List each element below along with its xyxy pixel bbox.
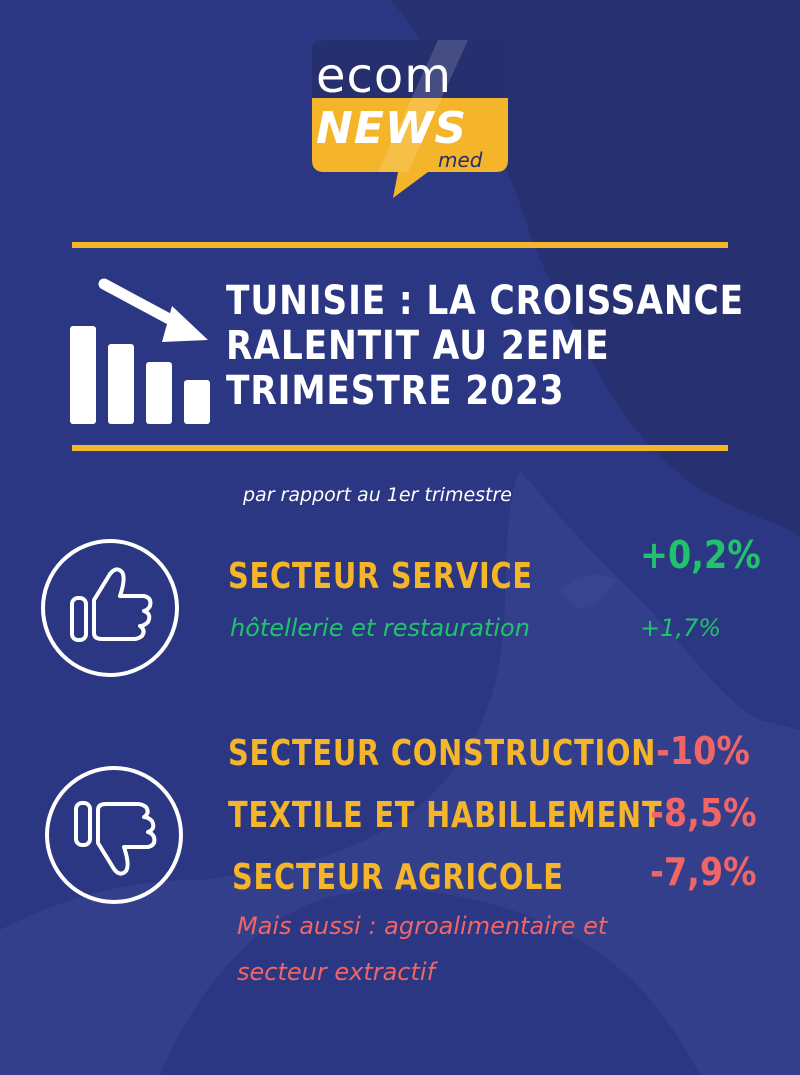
thumbs-down-icon <box>45 766 183 904</box>
logo-word-med: med <box>438 148 483 172</box>
thumbs-up-icon <box>41 539 179 677</box>
headline-line-2: RALENTIT AU 2EME <box>226 323 610 369</box>
subsector-label: hôtellerie et restauration <box>230 614 530 642</box>
note-line-1: Mais aussi : agroalimentaire et <box>237 912 608 940</box>
sector-service-label: SECTEUR SERVICE <box>228 556 533 597</box>
title-top-divider <box>72 242 728 248</box>
headline-line-1: TUNISIE : LA CROISSANCE <box>226 278 745 324</box>
ecom-news-med-logo: ecom NEWS med <box>298 40 510 200</box>
subtitle: par rapport au 1er trimestre <box>243 484 512 506</box>
sector-agricole-value: -7,9% <box>650 850 757 894</box>
subsector-value: +1,7% <box>640 614 722 642</box>
sector-textile-label: TEXTILE ET HABILLEMENT <box>228 795 663 836</box>
logo-word-news: NEWS <box>316 103 468 154</box>
declining-chart-icon <box>70 278 210 424</box>
logo-word-ecom: ecom <box>316 48 453 104</box>
headline-line-3: TRIMESTRE 2023 <box>226 368 565 414</box>
sector-textile-value: -8,5% <box>650 791 757 835</box>
sector-construction-label: SECTEUR CONSTRUCTION <box>228 733 657 774</box>
sector-agricole-label: SECTEUR AGRICOLE <box>232 857 564 898</box>
note-line-2: secteur extractif <box>237 958 436 986</box>
headline: TUNISIE : LA CROISSANCE RALENTIT AU 2EME… <box>226 278 745 414</box>
logo-shape <box>312 40 508 198</box>
sector-service-value: +0,2% <box>640 533 761 577</box>
sector-construction-value: -10% <box>656 729 750 773</box>
title-bottom-divider <box>72 445 728 451</box>
